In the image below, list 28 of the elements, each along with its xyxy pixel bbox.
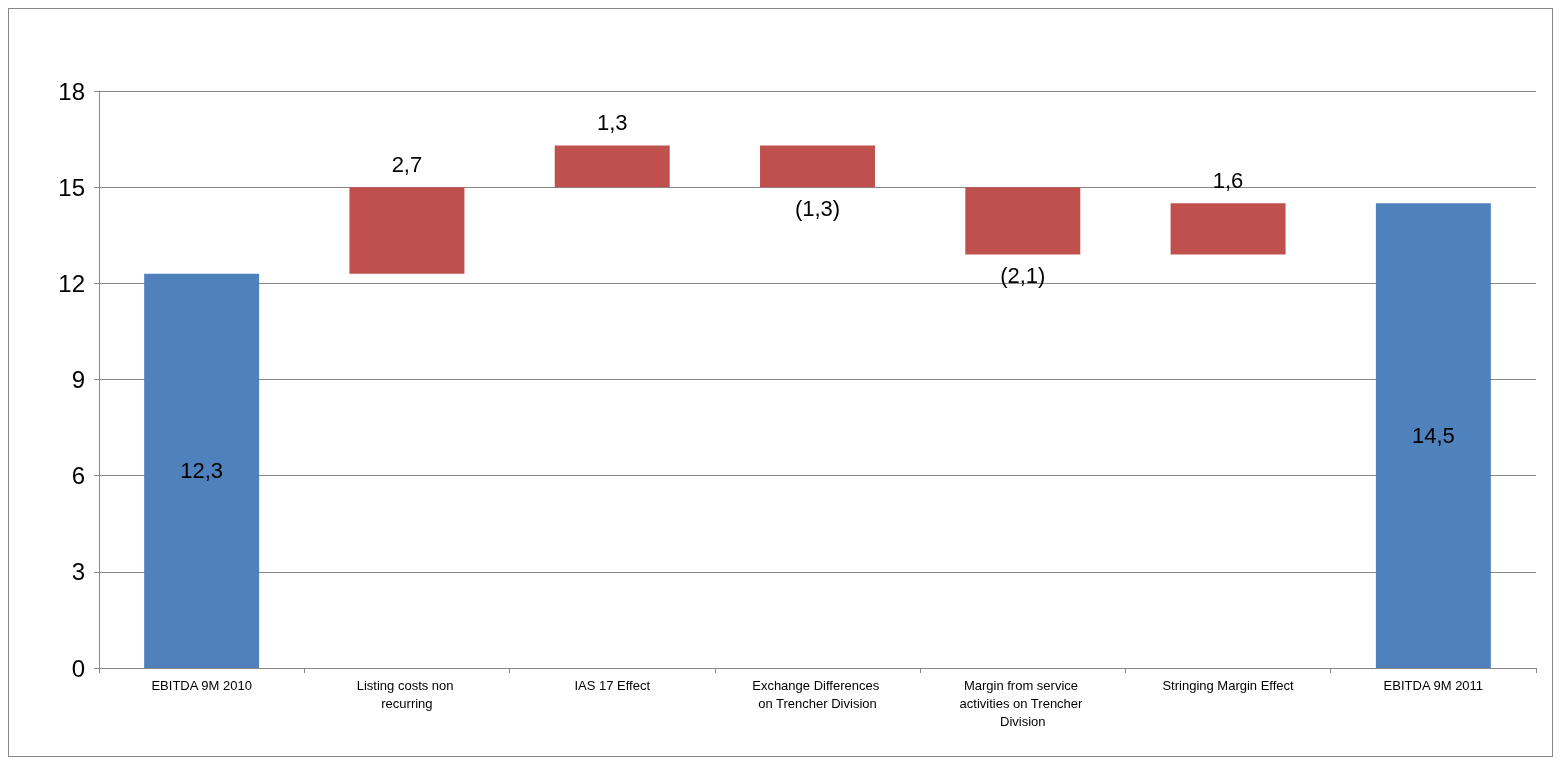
data-label: 1,6 [1212, 167, 1244, 193]
data-label: 2,7 [391, 151, 423, 177]
y-tick-label: 0 [71, 654, 85, 682]
x-tick-label: Margin from service activities on Trencher Division [959, 677, 1087, 729]
y-tick-label: 18 [58, 77, 85, 105]
bar [144, 273, 260, 668]
data-label: (1,3) [794, 195, 841, 221]
data-label: (2,1) [1000, 262, 1046, 288]
bar [965, 187, 1081, 255]
x-tick-label: Exchange Differences on Trencher Division [752, 677, 883, 711]
bar [349, 187, 465, 274]
bar [760, 145, 875, 188]
y-tick-label: 12 [58, 269, 85, 297]
data-label: 14,5 [1411, 423, 1455, 449]
bar [554, 145, 670, 188]
data-label: 1,3 [596, 109, 628, 135]
y-tick-label: 6 [71, 462, 85, 490]
y-tick-label: 3 [71, 558, 85, 586]
x-tick-label: IAS 17 Effect [574, 677, 651, 693]
data-label: 12,3 [180, 458, 224, 484]
x-tick-label: EBITDA 9M 2011 [1383, 677, 1484, 693]
bar [1375, 203, 1491, 668]
x-tick-label: Listing costs non recurring [356, 677, 458, 711]
x-tick-label: EBITDA 9M 2010 [151, 677, 252, 693]
y-tick-label: 9 [71, 366, 85, 393]
bar [1170, 203, 1286, 255]
x-tick-label: Stringing Margin Effect [1162, 677, 1295, 693]
y-tick-label: 15 [58, 173, 85, 201]
